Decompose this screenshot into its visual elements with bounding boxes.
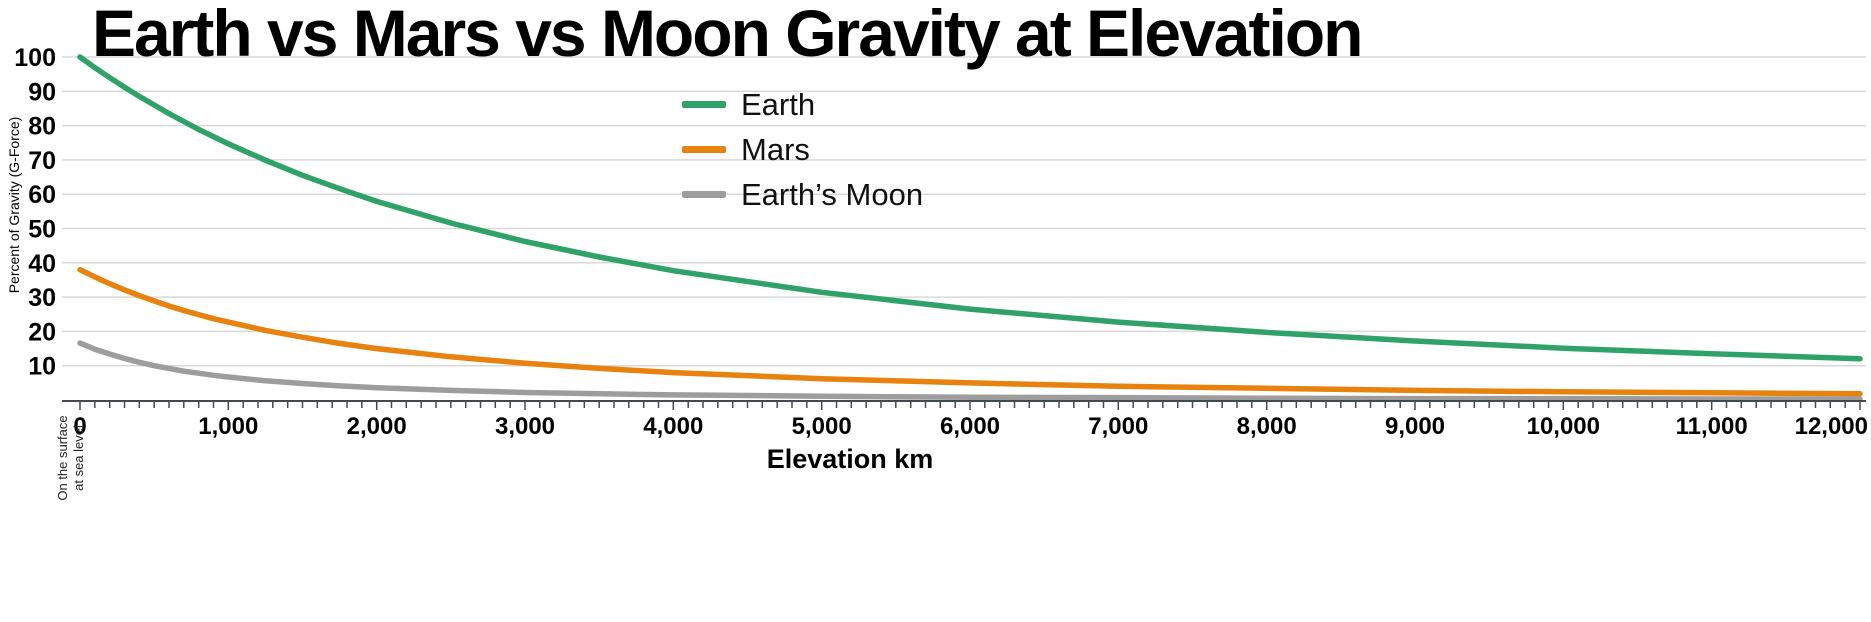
- y-tick-label: 30: [28, 284, 56, 312]
- x-tick-label: 5,000: [792, 413, 852, 440]
- x-tick-label: 4,000: [643, 413, 703, 440]
- x-tick-label: 11,000: [1676, 413, 1748, 440]
- chart-title: Earth vs Mars vs Moon Gravity at Elevati…: [92, 0, 1363, 70]
- x-tick-label: 0: [73, 413, 86, 440]
- y-tick-label: 60: [28, 181, 56, 209]
- origin-annotation-line1: On the surface: [55, 415, 70, 501]
- legend: Earth Mars Earth’s Moon: [682, 82, 923, 217]
- series-line-earth: [77, 54, 1863, 362]
- y-tick-label: 20: [28, 318, 56, 346]
- y-tick-label: 90: [28, 78, 56, 106]
- y-tick-label: 70: [28, 147, 56, 175]
- x-tick-label: 7,000: [1088, 413, 1148, 440]
- legend-swatch-earth: [682, 101, 726, 108]
- origin-annotation-line2: at sea level: [71, 425, 86, 491]
- series-line-earth-s-moon: [77, 340, 1863, 402]
- x-tick-label: 8,000: [1237, 413, 1297, 440]
- x-tick-label: 6,000: [940, 413, 1000, 440]
- x-tick-label: 9,000: [1385, 413, 1445, 440]
- y-tick-label: 10: [28, 353, 56, 381]
- x-axis-title: Elevation km: [766, 444, 934, 474]
- y-tick-label: 40: [28, 250, 56, 278]
- origin-annotation: On the surface at sea level: [55, 403, 89, 513]
- legend-item-earth-s-moon: Earth’s Moon: [682, 172, 923, 217]
- y-axis-title: Percent of Gravity (G-Force): [6, 116, 22, 294]
- x-tick-label: 2,000: [347, 413, 407, 440]
- legend-label: Mars: [741, 131, 810, 167]
- series-line-mars: [77, 266, 1863, 397]
- legend-label: Earth: [741, 86, 816, 122]
- legend-swatch-earth-s-moon: [682, 191, 726, 198]
- legend-item-earth: Earth: [682, 82, 923, 127]
- y-tick-label: 100: [14, 44, 56, 72]
- legend-swatch-mars: [682, 146, 726, 153]
- y-tick-label: 50: [28, 216, 56, 244]
- x-tick-label: 10,000: [1527, 413, 1600, 440]
- x-tick-label: 3,000: [495, 413, 555, 440]
- y-tick-label: 80: [28, 113, 56, 141]
- x-tick-label: 12,000: [1795, 413, 1868, 440]
- x-tick-label: 1,000: [198, 413, 258, 440]
- legend-item-mars: Mars: [682, 127, 923, 172]
- legend-label: Earth’s Moon: [741, 176, 924, 212]
